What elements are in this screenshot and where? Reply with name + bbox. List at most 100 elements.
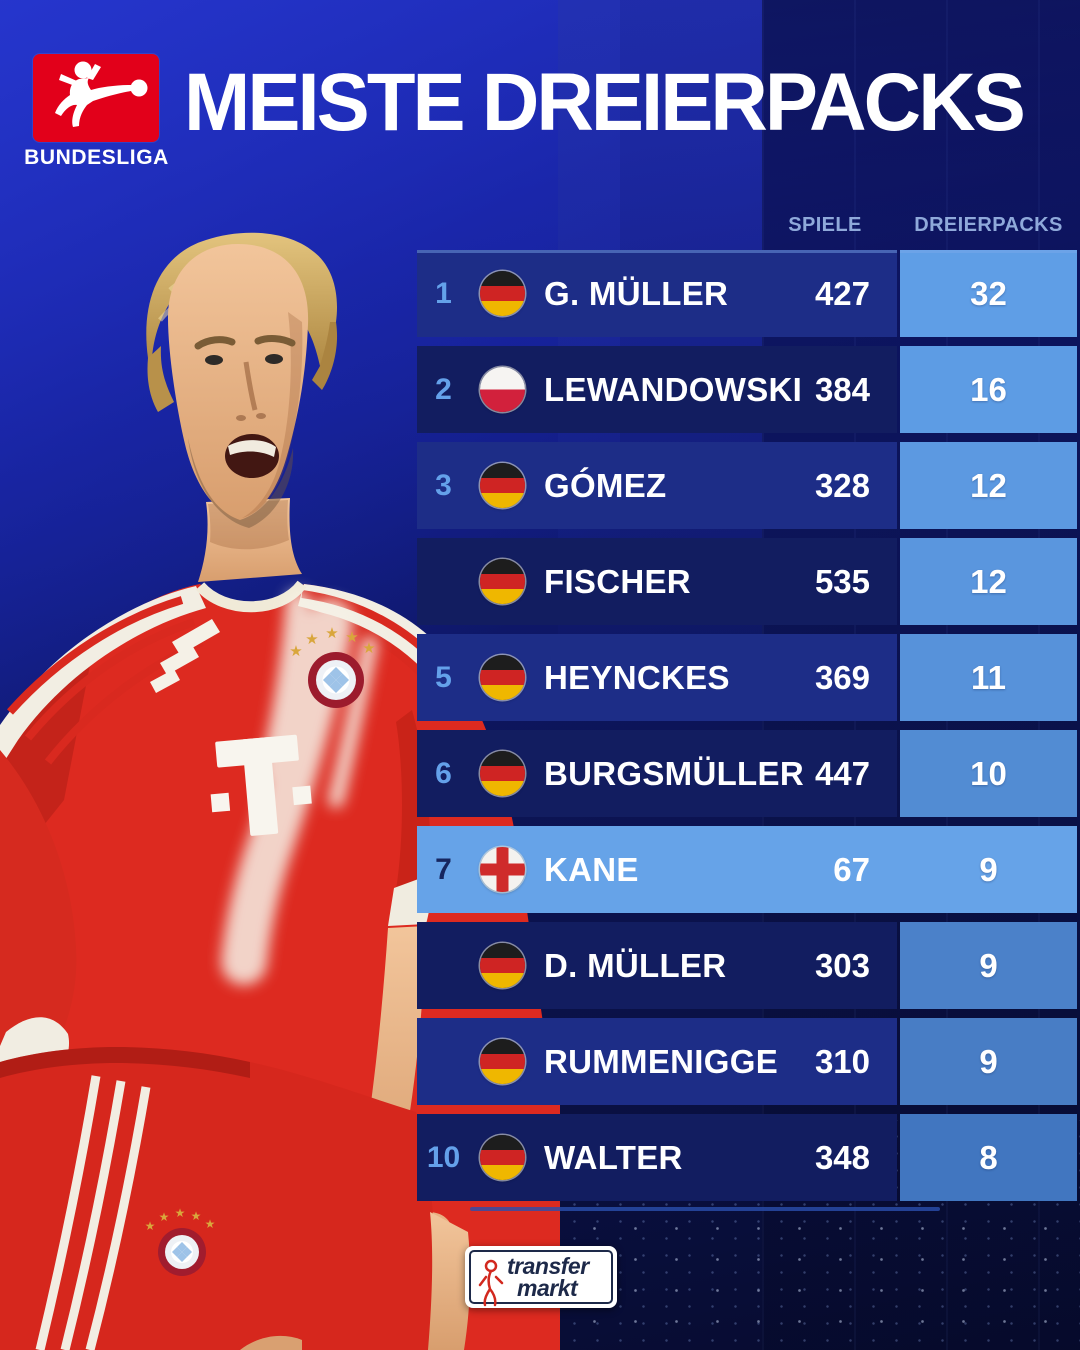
row-main-cell: 5 HEYNCKES 369 bbox=[417, 634, 897, 721]
bundesliga-player-icon bbox=[55, 61, 148, 127]
svg-text:★: ★ bbox=[175, 1206, 186, 1220]
kane-teeth bbox=[228, 440, 276, 457]
table-row: 6 BURGSMÜLLER 447 10 bbox=[417, 730, 1077, 817]
table-row: 7 KANE 67 9 bbox=[417, 826, 1077, 913]
rank-label: 5 bbox=[435, 660, 452, 694]
dreierpacks-value: 16 bbox=[970, 370, 1007, 408]
shorts-stripes bbox=[35, 1075, 151, 1350]
crest-stars-icon: ★★ ★ ★★ bbox=[289, 624, 375, 660]
kane-thigh bbox=[428, 1212, 471, 1350]
player-name: FISCHER bbox=[544, 562, 691, 600]
spiele-value: 384 bbox=[814, 370, 870, 408]
bundesliga-wordmark: BUNDESLIGA bbox=[24, 146, 169, 169]
flag-germany-icon bbox=[480, 943, 525, 988]
telekom-t-logo-icon bbox=[210, 734, 312, 836]
spiele-value: 348 bbox=[814, 1138, 870, 1176]
dreierpacks-value: 9 bbox=[979, 946, 998, 984]
dreierpacks-cell: 12 bbox=[900, 538, 1077, 625]
svg-text:★: ★ bbox=[205, 1217, 216, 1231]
shorts-crest-icon: ★★ ★ ★★ bbox=[145, 1206, 216, 1276]
player-name: RUMMENIGGE bbox=[544, 1042, 778, 1080]
spiele-value: 67 bbox=[833, 850, 870, 888]
row-main-cell: 6 BURGSMÜLLER 447 bbox=[417, 730, 897, 817]
rank-label: 10 bbox=[426, 1140, 461, 1174]
player-name: G. MÜLLER bbox=[544, 274, 729, 312]
flag-england-icon bbox=[480, 847, 525, 892]
dreierpacks-cell: 9 bbox=[900, 922, 1077, 1009]
ranking-table: SPIELE DREIERPACKS 1 G. MÜLLER 427 32 2 … bbox=[417, 200, 1077, 1201]
dreierpacks-cell: 16 bbox=[900, 346, 1077, 433]
svg-text:★: ★ bbox=[159, 1210, 170, 1224]
row-main-cell: D. MÜLLER 303 bbox=[417, 922, 897, 1009]
player-name: GÓMEZ bbox=[544, 466, 667, 504]
spiele-value: 427 bbox=[814, 274, 870, 312]
transfermarkt-word-2: markt bbox=[517, 1275, 578, 1301]
column-header-spiele: SPIELE bbox=[788, 214, 862, 236]
rank-label: 7 bbox=[435, 852, 452, 886]
transfermarkt-player-icon bbox=[478, 1259, 504, 1307]
flag-poland-icon bbox=[480, 367, 525, 412]
table-bottom-highlight bbox=[470, 1207, 940, 1211]
row-main-cell: 3 GÓMEZ 328 bbox=[417, 442, 897, 529]
table-row: FISCHER 535 12 bbox=[417, 538, 1077, 625]
player-name: WALTER bbox=[544, 1138, 683, 1176]
flag-germany-icon bbox=[480, 463, 525, 508]
kane-eyebrows bbox=[194, 335, 296, 350]
dreierpacks-value: 9 bbox=[979, 850, 998, 888]
transfermarkt-word-1: transfer bbox=[507, 1253, 589, 1279]
rank-label: 1 bbox=[435, 276, 452, 310]
player-name: BURGSMÜLLER bbox=[544, 754, 804, 792]
bundesliga-logo bbox=[33, 54, 159, 142]
table-row: 2 LEWANDOWSKI 384 16 bbox=[417, 346, 1077, 433]
table-row: D. MÜLLER 303 9 bbox=[417, 922, 1077, 1009]
svg-text:★: ★ bbox=[191, 1209, 202, 1223]
kane-neck bbox=[198, 498, 302, 582]
dreierpacks-cell: 10 bbox=[900, 730, 1077, 817]
rank-label: 6 bbox=[435, 756, 452, 790]
spiele-value: 328 bbox=[814, 466, 870, 504]
dreierpacks-cell: 11 bbox=[900, 634, 1077, 721]
player-name: D. MÜLLER bbox=[544, 946, 727, 984]
flag-germany-icon bbox=[480, 271, 525, 316]
row-main-cell: FISCHER 535 bbox=[417, 538, 897, 625]
row-main-cell: RUMMENIGGE 310 bbox=[417, 1018, 897, 1105]
dreierpacks-value: 11 bbox=[971, 658, 1006, 696]
flag-germany-icon bbox=[480, 1039, 525, 1084]
dreierpacks-value: 9 bbox=[979, 1042, 998, 1080]
svg-text:★: ★ bbox=[145, 1219, 156, 1233]
dreierpacks-cell: 8 bbox=[900, 1114, 1077, 1201]
dreierpacks-value: 10 bbox=[970, 754, 1007, 792]
spiele-value: 369 bbox=[814, 658, 870, 696]
kane-left-sleeve bbox=[0, 750, 77, 1072]
player-name: HEYNCKES bbox=[544, 658, 730, 696]
row-main-cell: 2 LEWANDOWSKI 384 bbox=[417, 346, 897, 433]
player-name: LEWANDOWSKI bbox=[544, 370, 803, 408]
spiele-value: 303 bbox=[814, 946, 870, 984]
table-row: RUMMENIGGE 310 9 bbox=[417, 1018, 1077, 1105]
table-row: 1 G. MÜLLER 427 32 bbox=[417, 250, 1077, 337]
table-rows: 1 G. MÜLLER 427 32 2 LEWANDOWSKI 384 1 6 … bbox=[417, 250, 1077, 1201]
adidas-logo-icon bbox=[150, 619, 220, 693]
row-main-cell: 10 WALTER 348 bbox=[417, 1114, 897, 1201]
column-header-dreierpacks: DREIERPACKS bbox=[914, 214, 1063, 236]
svg-text:★: ★ bbox=[362, 639, 375, 657]
kane-right-eye bbox=[265, 354, 283, 364]
svg-text:★: ★ bbox=[345, 628, 358, 646]
dreierpacks-cell: 9 bbox=[900, 826, 1077, 913]
dreierpacks-cell: 32 bbox=[900, 250, 1077, 337]
row-main-cell: 1 G. MÜLLER 427 bbox=[417, 250, 897, 337]
bayern-crest-icon: ★★ ★ ★★ bbox=[289, 624, 376, 708]
rank-label: 2 bbox=[435, 372, 452, 406]
flag-germany-icon bbox=[480, 751, 525, 796]
table-row: 3 GÓMEZ 328 12 bbox=[417, 442, 1077, 529]
transfermarkt-logo: transfer markt bbox=[465, 1246, 617, 1308]
dreierpacks-value: 32 bbox=[970, 274, 1007, 312]
dreierpacks-cell: 12 bbox=[900, 442, 1077, 529]
svg-text:★: ★ bbox=[289, 642, 302, 660]
spiele-value: 447 bbox=[814, 754, 870, 792]
flag-germany-icon bbox=[480, 655, 525, 700]
table-row: 5 HEYNCKES 369 11 bbox=[417, 634, 1077, 721]
page-title: MEISTE DREIERPACKS bbox=[184, 57, 1026, 148]
player-name: KANE bbox=[544, 850, 639, 888]
flag-germany-icon bbox=[480, 1135, 525, 1180]
